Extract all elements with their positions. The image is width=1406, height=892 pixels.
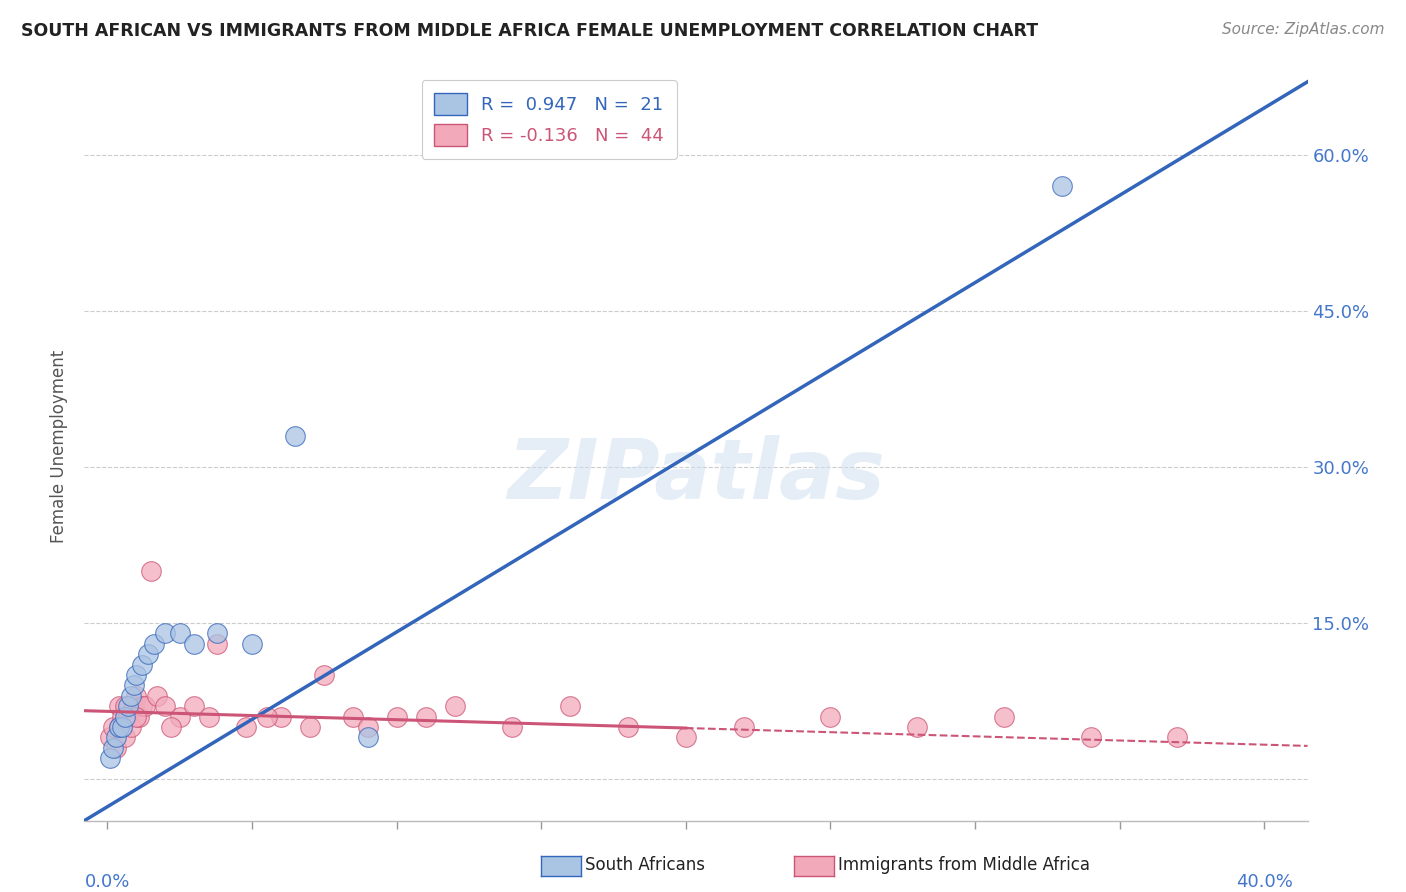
Point <box>103 740 125 755</box>
Point <box>270 709 292 723</box>
Point <box>169 626 191 640</box>
Point <box>114 731 136 745</box>
Point <box>675 731 697 745</box>
Point <box>240 637 263 651</box>
Point <box>207 626 229 640</box>
Point <box>125 689 148 703</box>
Point <box>122 678 145 692</box>
Point <box>111 720 134 734</box>
Point <box>117 709 139 723</box>
Point <box>114 709 136 723</box>
Point <box>100 731 122 745</box>
Text: South Africans: South Africans <box>585 856 704 874</box>
Point <box>108 699 131 714</box>
Point <box>108 720 131 734</box>
Point <box>733 720 755 734</box>
Text: ZIPatlas: ZIPatlas <box>508 435 884 516</box>
Point <box>314 668 336 682</box>
Point <box>1050 178 1073 193</box>
Point <box>197 709 219 723</box>
Point <box>342 709 364 723</box>
Point <box>385 709 408 723</box>
Point <box>501 720 523 734</box>
Point <box>103 720 125 734</box>
Point <box>160 720 183 734</box>
Point <box>131 657 153 672</box>
Point <box>155 699 177 714</box>
Point <box>142 637 165 651</box>
Point <box>357 731 380 745</box>
Point <box>100 751 122 765</box>
Point <box>136 647 159 661</box>
Text: Immigrants from Middle Africa: Immigrants from Middle Africa <box>838 856 1090 874</box>
Point <box>105 731 128 745</box>
Point <box>256 709 278 723</box>
Point <box>183 699 205 714</box>
Point <box>183 637 205 651</box>
Point <box>284 428 307 442</box>
Point <box>125 668 148 682</box>
Point <box>120 720 142 734</box>
Point <box>128 709 150 723</box>
Point <box>905 720 928 734</box>
Text: Source: ZipAtlas.com: Source: ZipAtlas.com <box>1222 22 1385 37</box>
Point <box>415 709 437 723</box>
Point <box>155 626 177 640</box>
Point <box>105 740 128 755</box>
Y-axis label: Female Unemployment: Female Unemployment <box>51 350 69 542</box>
Text: 40.0%: 40.0% <box>1236 872 1292 891</box>
Point <box>114 699 136 714</box>
Point <box>820 709 842 723</box>
Point <box>122 699 145 714</box>
Point <box>125 709 148 723</box>
Point <box>169 709 191 723</box>
Point <box>120 689 142 703</box>
Point <box>617 720 640 734</box>
Point <box>560 699 582 714</box>
Point <box>111 709 134 723</box>
Point <box>117 699 139 714</box>
Point <box>134 699 156 714</box>
Point <box>235 720 257 734</box>
Point <box>1080 731 1102 745</box>
Point <box>139 564 162 578</box>
Point <box>298 720 321 734</box>
Point <box>145 689 167 703</box>
Point <box>207 637 229 651</box>
Legend: R =  0.947   N =  21, R = -0.136   N =  44: R = 0.947 N = 21, R = -0.136 N = 44 <box>422 80 676 159</box>
Point <box>443 699 465 714</box>
Point <box>1166 731 1188 745</box>
Point <box>993 709 1015 723</box>
Point <box>357 720 380 734</box>
Point <box>108 720 131 734</box>
Text: 0.0%: 0.0% <box>84 872 131 891</box>
Text: SOUTH AFRICAN VS IMMIGRANTS FROM MIDDLE AFRICA FEMALE UNEMPLOYMENT CORRELATION C: SOUTH AFRICAN VS IMMIGRANTS FROM MIDDLE … <box>21 22 1038 40</box>
Point <box>131 699 153 714</box>
